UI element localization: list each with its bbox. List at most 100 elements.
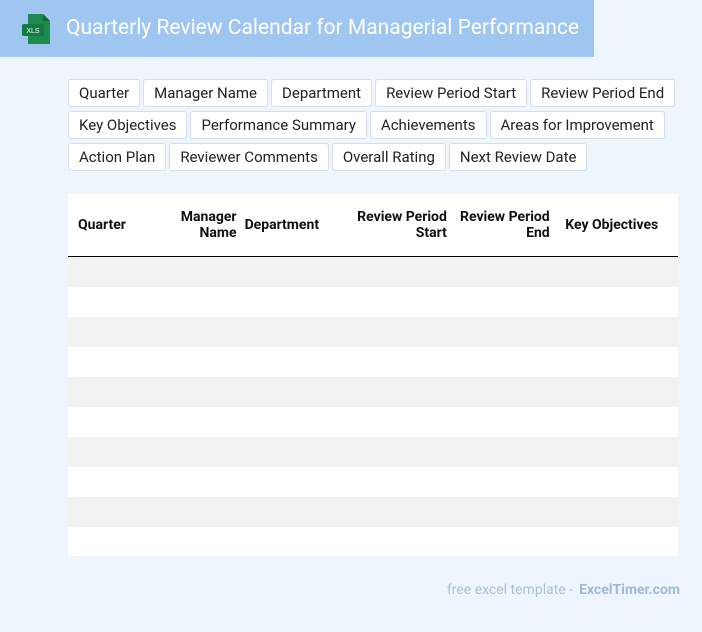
table-cell <box>68 527 150 556</box>
tag[interactable]: Key Objectives <box>68 111 188 139</box>
table-row <box>68 497 678 527</box>
header-row: Quarter Manager Name Department Review Peri… <box>68 194 678 257</box>
table-cell <box>344 256 451 287</box>
table-cell <box>241 287 345 317</box>
table-row <box>68 377 678 407</box>
table-cell <box>68 317 151 347</box>
data-table: Quarter Manager Name Department Review Peri… <box>68 194 678 556</box>
table-cell <box>150 437 241 467</box>
table-cell <box>450 497 554 527</box>
table-cell <box>150 317 241 347</box>
table-cell <box>68 287 150 317</box>
table-cell <box>240 256 345 287</box>
table-cell <box>68 467 150 497</box>
table-cell <box>345 287 451 317</box>
tag[interactable]: Manager Name <box>143 79 269 107</box>
table-cell <box>553 317 663 347</box>
table-cell <box>345 467 451 497</box>
tag[interactable]: Action Plan <box>68 143 167 171</box>
column-header: Manager Name <box>150 194 241 257</box>
table-cell <box>344 317 451 347</box>
table-cell <box>68 407 150 437</box>
table-cell <box>554 407 663 437</box>
tag[interactable]: Overall Rating <box>331 143 446 171</box>
table-row <box>68 287 678 317</box>
table-cell <box>345 407 451 437</box>
table-cell <box>662 287 678 317</box>
table-cell <box>344 377 451 407</box>
table-row <box>68 437 678 467</box>
tag[interactable]: Areas for Improvement <box>489 111 665 139</box>
tag[interactable]: Next Review Date <box>448 143 588 171</box>
tag[interactable]: Performance Summary <box>190 111 367 139</box>
tag[interactable]: Review Period End <box>530 79 676 107</box>
table-cell <box>344 497 451 527</box>
tag[interactable]: Review Period Start <box>375 79 528 107</box>
table-cell <box>150 527 240 556</box>
table-cell <box>344 437 451 467</box>
table-cell <box>450 256 554 287</box>
header: XLS Quarterly Review Calendar for Manage… <box>0 0 594 57</box>
column-header: Review Period End <box>450 194 554 257</box>
table-cell <box>451 527 554 556</box>
table-cell <box>240 317 345 347</box>
table-cell <box>450 377 554 407</box>
table-cell <box>241 347 345 377</box>
footer: free excel template - ExcelTimer.com <box>447 582 680 598</box>
table-cell <box>553 497 663 527</box>
table-cell <box>450 317 554 347</box>
table-row <box>68 317 678 347</box>
footer-text: free excel template - <box>446 582 574 598</box>
column-header: Quarter <box>68 194 151 257</box>
table-cell <box>662 407 678 437</box>
table-cell <box>554 467 663 497</box>
title: Quarterly Review Calendar for Managerial… <box>66 16 580 40</box>
tag[interactable]: Reviewer Comments <box>169 143 329 171</box>
table-cell <box>662 256 678 287</box>
column-header: Performance Summary <box>662 194 678 257</box>
table-row <box>68 527 678 556</box>
table-cell <box>553 437 663 467</box>
table-row <box>68 256 678 287</box>
table-cell <box>451 287 554 317</box>
table-cell <box>68 377 151 407</box>
table-cell <box>240 437 345 467</box>
tag[interactable]: Quarter <box>68 79 141 107</box>
table-cell <box>662 497 678 527</box>
table-cell <box>68 437 151 467</box>
footer-brand[interactable]: ExcelTimer.com <box>579 582 680 598</box>
table-cell <box>451 467 554 497</box>
table-cell <box>68 256 151 287</box>
table-cell <box>150 407 240 437</box>
tag-list: Quarter Manager Name Department Review Peri… <box>68 79 678 171</box>
table: Quarter Manager Name Department Review Peri… <box>68 194 678 556</box>
table-cell <box>240 377 345 407</box>
table-cell <box>554 287 663 317</box>
table-cell <box>240 497 345 527</box>
table-cell <box>450 437 554 467</box>
column-header: Key Objectives <box>553 194 663 257</box>
table-cell <box>345 527 451 556</box>
table-row <box>68 467 678 497</box>
table-cell <box>241 467 345 497</box>
table-cell <box>451 347 554 377</box>
tag[interactable]: Department <box>271 79 373 107</box>
tag[interactable]: Achievements <box>369 111 487 139</box>
table-cell <box>553 377 663 407</box>
table-cell <box>662 317 678 347</box>
xls-icon: XLS <box>22 14 50 44</box>
table-cell <box>554 527 663 556</box>
table-cell <box>68 347 150 377</box>
table-cell <box>553 256 663 287</box>
table-cell <box>150 256 241 287</box>
table-cell <box>662 377 678 407</box>
table-cell <box>150 287 240 317</box>
table-cell <box>662 467 678 497</box>
table-cell <box>451 407 554 437</box>
table-cell <box>150 467 240 497</box>
table-cell <box>241 527 345 556</box>
table-cell <box>345 347 451 377</box>
table-cell <box>662 437 678 467</box>
table-cell <box>150 377 241 407</box>
